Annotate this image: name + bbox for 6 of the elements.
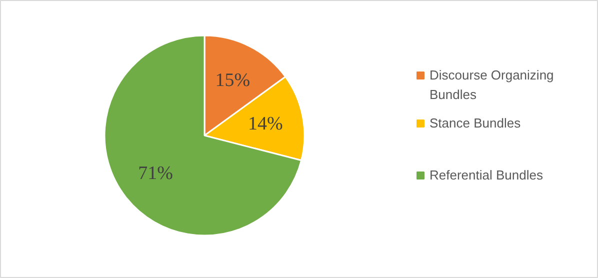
- legend-label: Referential Bundles: [430, 168, 544, 182]
- data-label: 14%: [248, 113, 283, 134]
- data-label: 15%: [215, 70, 250, 91]
- data-label: 71%: [138, 163, 174, 184]
- legend-label: Discourse Organizing Bundles: [430, 68, 554, 102]
- legend-label: Stance Bundles: [430, 116, 522, 130]
